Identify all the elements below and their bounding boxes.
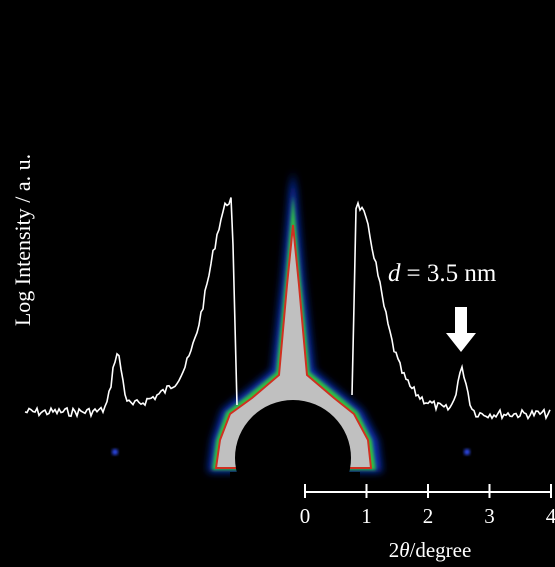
annotation: d = 3.5 nm: [388, 260, 497, 287]
tick-label: 3: [484, 504, 495, 528]
tick-label: 4: [546, 504, 555, 528]
tick-label: 0: [300, 504, 311, 528]
y-axis-label: Log Intensity / a. u.: [10, 154, 35, 326]
x-label-prefix: 2: [389, 538, 400, 562]
tick-label: 1: [361, 504, 372, 528]
annotation-text: = 3.5 nm: [407, 260, 497, 287]
x-axis: 0 1 2 3 4: [300, 484, 555, 528]
x-label-symbol: θ: [399, 538, 409, 562]
annotation-symbol: d: [388, 260, 401, 287]
tick-label: 2: [423, 504, 434, 528]
arrow: [446, 307, 476, 352]
x-label-suffix: /degree: [410, 538, 472, 562]
intensity-profile: [24, 197, 551, 421]
x-axis-label: 2θ/degree: [389, 538, 472, 562]
